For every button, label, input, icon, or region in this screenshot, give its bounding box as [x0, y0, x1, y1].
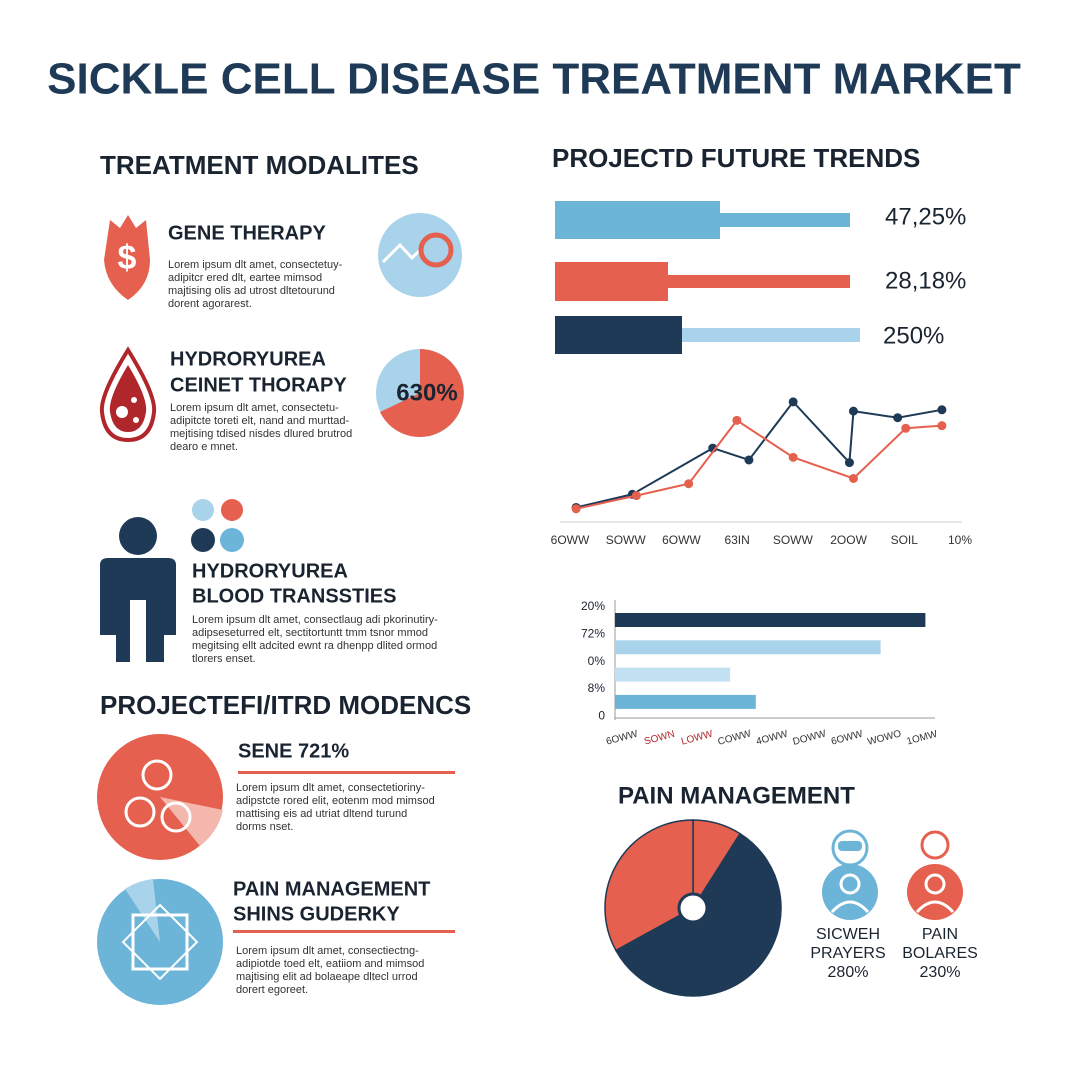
legend-text: SICWEH — [816, 926, 880, 943]
legend-text: 230% — [920, 964, 961, 981]
body-text: dearo e mnet. — [170, 441, 238, 453]
line — [575, 419, 942, 510]
point — [937, 405, 947, 415]
dollar-icon: $ — [104, 215, 150, 300]
legend-text: PAIN — [922, 926, 958, 943]
body-text: majtising olis ad utrost dltetourund — [168, 285, 335, 297]
body-text: dorert egoreet. — [236, 984, 308, 996]
point — [631, 491, 641, 501]
point — [744, 455, 754, 465]
bar — [615, 694, 756, 709]
item-title: PAIN MANAGEMENT — [233, 878, 430, 900]
rule — [233, 930, 455, 933]
pie-hub — [677, 892, 709, 924]
y-tick-label: 0% — [588, 654, 606, 668]
point — [901, 423, 911, 433]
legend-text: PRAYERS — [810, 945, 885, 962]
x-tick-label: 63IN — [724, 533, 749, 547]
icon-circle — [378, 213, 462, 297]
body-text: mejtising tdised nisdes dlured brutrod — [170, 428, 352, 440]
point — [893, 413, 903, 423]
body-text: adipseseturred elt, sectitortuntt tmm ts… — [192, 627, 428, 639]
legend-icons — [822, 829, 963, 920]
y-tick-label: 0 — [598, 708, 605, 722]
pie-slice — [604, 819, 694, 952]
item-title: SENE 721% — [238, 740, 349, 762]
point — [788, 397, 798, 407]
trend-label: 28,18% — [885, 267, 966, 294]
body-text: adipitcte toreti elt, nand and murttad- — [170, 415, 349, 427]
body-text: Lorem ipsum dlt amet, consectiectng- — [236, 945, 419, 957]
bar — [615, 613, 926, 627]
heading: PROJECTD FUTURE TRENDS — [552, 143, 920, 173]
body-text: adipiotde toed elt, eatiiom and mimsod — [236, 958, 424, 970]
drop-icon — [99, 346, 157, 443]
body-text: tlorers enset. — [192, 653, 256, 665]
x-tick-label: 6OWW — [551, 533, 590, 547]
x-tick-label: 2OOW — [830, 533, 867, 547]
body-text: dorms nset. — [236, 821, 293, 833]
trend-bars — [555, 201, 860, 354]
x-tick-label: SOWW — [773, 533, 814, 547]
body-text: adipstcte rored elit, eotenm mod mimsod — [236, 795, 435, 807]
legend-text: BOLARES — [902, 945, 978, 962]
body-text: Lorem ipsum dlt amet, consectetioriny- — [236, 782, 425, 794]
person-icon — [100, 499, 244, 662]
trend-label: 250% — [883, 322, 944, 349]
x-tick-label: 10% — [948, 533, 972, 547]
body-text: majtising elit ad bolaeape dltecl urrod — [236, 971, 418, 983]
body-text: megitsing ellt adcited ewnt ra dhenpp dl… — [192, 640, 437, 652]
item-title: HYDRORYUREA — [192, 560, 348, 582]
y-tick-label: 20% — [581, 599, 605, 613]
item-title: HYDRORYUREA — [170, 348, 326, 370]
svg-text:$: $ — [118, 239, 137, 277]
point — [848, 473, 858, 483]
point — [571, 504, 581, 514]
red-circle — [97, 734, 223, 860]
y-tick-label: 72% — [581, 626, 605, 640]
heading: PAIN MANAGEMENT — [618, 782, 855, 809]
body-text: Lorem ipsum dlt amet, consectlaug adi pk… — [192, 614, 438, 626]
body-text: Lorem ipsum dlt amet, consectetu- — [170, 402, 339, 414]
body-text: adipitcr ered dlt, eartee mimsod — [168, 272, 322, 284]
heading: TREATMENT MODALITES — [100, 150, 419, 180]
point — [848, 406, 858, 416]
body-text: Lorem ipsum dlt amet, consectetuy- — [168, 259, 343, 271]
item-title: CEINET THORAPY — [170, 374, 347, 396]
point — [788, 452, 798, 462]
body-text: mattising eis ad utriat dltend turund — [236, 808, 407, 820]
rule — [238, 771, 455, 774]
point — [844, 458, 854, 468]
trend-label: 47,25% — [885, 203, 966, 230]
legend-text: 280% — [828, 964, 869, 981]
item-title: SHINS GUDERKY — [233, 903, 400, 925]
point — [732, 415, 742, 425]
badge: 630% — [396, 379, 457, 406]
x-tick-label: 6OWW — [662, 533, 701, 547]
y-tick-label: 8% — [588, 681, 606, 695]
bar — [615, 667, 731, 682]
item-title: BLOOD TRANSSTIES — [192, 585, 396, 607]
blue-circle — [97, 879, 223, 1005]
x-tick-label: SOWW — [606, 533, 647, 547]
badge-circle — [376, 349, 464, 437]
body-text: dorent agorarest. — [168, 298, 252, 310]
title: SICKLE CELL DISEASE TREATMENT MARKET — [47, 55, 1021, 104]
point — [937, 421, 947, 431]
x-tick-label: SOIL — [891, 533, 919, 547]
point — [684, 479, 694, 489]
item-title: GENE THERAPY — [168, 222, 326, 244]
heading: PROJECTEFI/ITRD MODENCS — [100, 690, 471, 720]
bar — [615, 640, 881, 655]
